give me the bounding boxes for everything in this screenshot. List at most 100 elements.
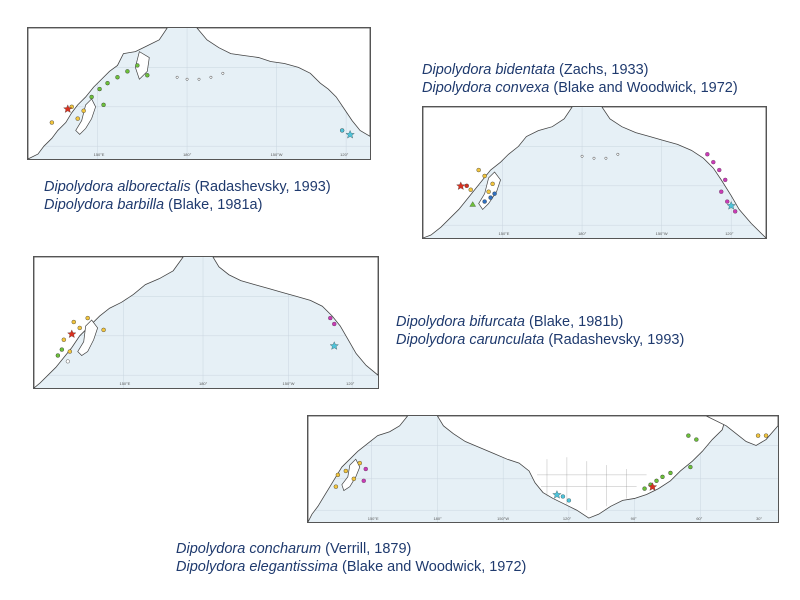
record-point [686, 433, 691, 438]
record-point [339, 128, 345, 133]
record-point [492, 191, 497, 196]
occurrence-points [333, 433, 769, 503]
caption-line: Dipolydora concharum (Verrill, 1879) [176, 541, 412, 557]
type-locality-triangle [469, 201, 476, 207]
record-point [476, 167, 481, 173]
svg-text:150°W: 150°W [497, 516, 509, 521]
svg-text:150°E: 150°E [499, 231, 510, 236]
svg-text:180°: 180° [578, 231, 587, 236]
record-point [135, 63, 140, 68]
record-point [361, 478, 366, 483]
record-point [755, 433, 761, 438]
aleutian-islands [580, 152, 620, 160]
type-locality-star [552, 490, 562, 499]
north-america-landmass [436, 416, 727, 519]
caption-line: Dipolydora carunculata (Radashevsky, 199… [396, 332, 685, 348]
caption-line: Dipolydora alborectalis (Radashevsky, 19… [44, 179, 331, 195]
aleutian-islands [175, 71, 225, 81]
record-point [75, 116, 80, 121]
lon-labels: 150°E 180° 150°W 120° [120, 381, 355, 386]
record-point [59, 347, 65, 352]
svg-text:150°W: 150°W [271, 152, 283, 157]
record-point [711, 160, 716, 165]
svg-text:180°: 180° [433, 516, 442, 521]
record-point [61, 337, 67, 342]
svg-text:180°: 180° [183, 152, 192, 157]
alaska-landmass [196, 28, 370, 137]
record-point [566, 498, 572, 503]
caption-line: Dipolydora elegantissima (Blake and Wood… [176, 559, 527, 575]
distribution-map-3: 150°E 180° 150°W 120° [33, 256, 379, 389]
svg-text:120°: 120° [725, 231, 734, 236]
type-locality-star [63, 104, 73, 113]
record-point [49, 120, 55, 125]
record-point [105, 80, 110, 86]
record-point [688, 464, 693, 470]
map-2-svg: 150°E 180° 150°W 120° [423, 107, 766, 238]
map-1-svg: 150°E 180° 150°W 120° [28, 28, 370, 159]
greenland-landmass [706, 416, 778, 446]
alaska-landmass [212, 257, 378, 376]
record-point [357, 460, 362, 466]
record-point [464, 183, 469, 188]
lon-labels: 150°E 180° 150°W 120° [94, 152, 349, 157]
record-point [482, 173, 487, 179]
record-point [468, 187, 473, 192]
record-point [668, 470, 673, 476]
type-locality-star [67, 329, 77, 338]
svg-text:120°: 120° [563, 516, 572, 521]
svg-text:90°: 90° [631, 516, 637, 521]
type-locality-star [456, 181, 466, 190]
asia-landmass [34, 257, 184, 388]
svg-text:150°E: 150°E [368, 516, 379, 521]
record-point [101, 327, 106, 333]
svg-text:30°: 30° [756, 516, 762, 521]
caption-line: Dipolydora bidentata (Zachs, 1933) [422, 62, 649, 78]
record-point [733, 209, 738, 214]
record-point [488, 195, 493, 200]
record-point [333, 484, 339, 489]
record-point [71, 319, 76, 325]
asia-landmass [28, 28, 168, 159]
record-point [89, 94, 94, 100]
record-point [55, 353, 61, 358]
asia-landmass [423, 107, 573, 238]
svg-text:150°W: 150°W [656, 231, 668, 236]
record-point [482, 199, 487, 204]
record-point [660, 474, 665, 480]
state-borders [537, 457, 647, 511]
record-point [65, 359, 70, 364]
caption-line: Dipolydora convexa (Blake and Woodwick, … [422, 80, 738, 96]
record-point [725, 199, 730, 204]
svg-text:60°: 60° [696, 516, 702, 521]
record-point [145, 73, 150, 78]
record-point [81, 108, 86, 113]
caption-map-3: Dipolydora bifurcata (Blake, 1981b) Dipo… [396, 313, 684, 349]
caption-line: Dipolydora barbilla (Blake, 1981a) [44, 197, 263, 213]
record-point [332, 321, 337, 327]
record-point [717, 167, 722, 173]
record-point [763, 433, 769, 438]
record-point [328, 315, 333, 321]
record-point [486, 189, 491, 194]
caption-line: Dipolydora bifurcata (Blake, 1981b) [396, 314, 624, 330]
record-point [363, 466, 368, 472]
record-point [723, 177, 728, 183]
caption-map-4: Dipolydora concharum (Verrill, 1879) Dip… [176, 540, 526, 576]
svg-text:180°: 180° [199, 381, 208, 386]
japan-islands [341, 458, 361, 492]
type-locality-star [647, 482, 658, 491]
record-point [101, 102, 106, 107]
record-point [77, 325, 82, 331]
occurrence-points [49, 63, 355, 139]
record-point [97, 86, 102, 92]
distribution-map-2: 150°E 180° 150°W 120° [422, 106, 767, 239]
japan-islands [77, 319, 99, 356]
record-point [694, 437, 699, 442]
svg-text:150°E: 150°E [120, 381, 131, 386]
record-point [125, 69, 130, 74]
type-locality-star [726, 201, 736, 210]
type-locality-star [329, 341, 339, 350]
occurrence-points [55, 315, 339, 364]
distribution-map-1: 150°E 180° 150°W 120° [27, 27, 371, 160]
